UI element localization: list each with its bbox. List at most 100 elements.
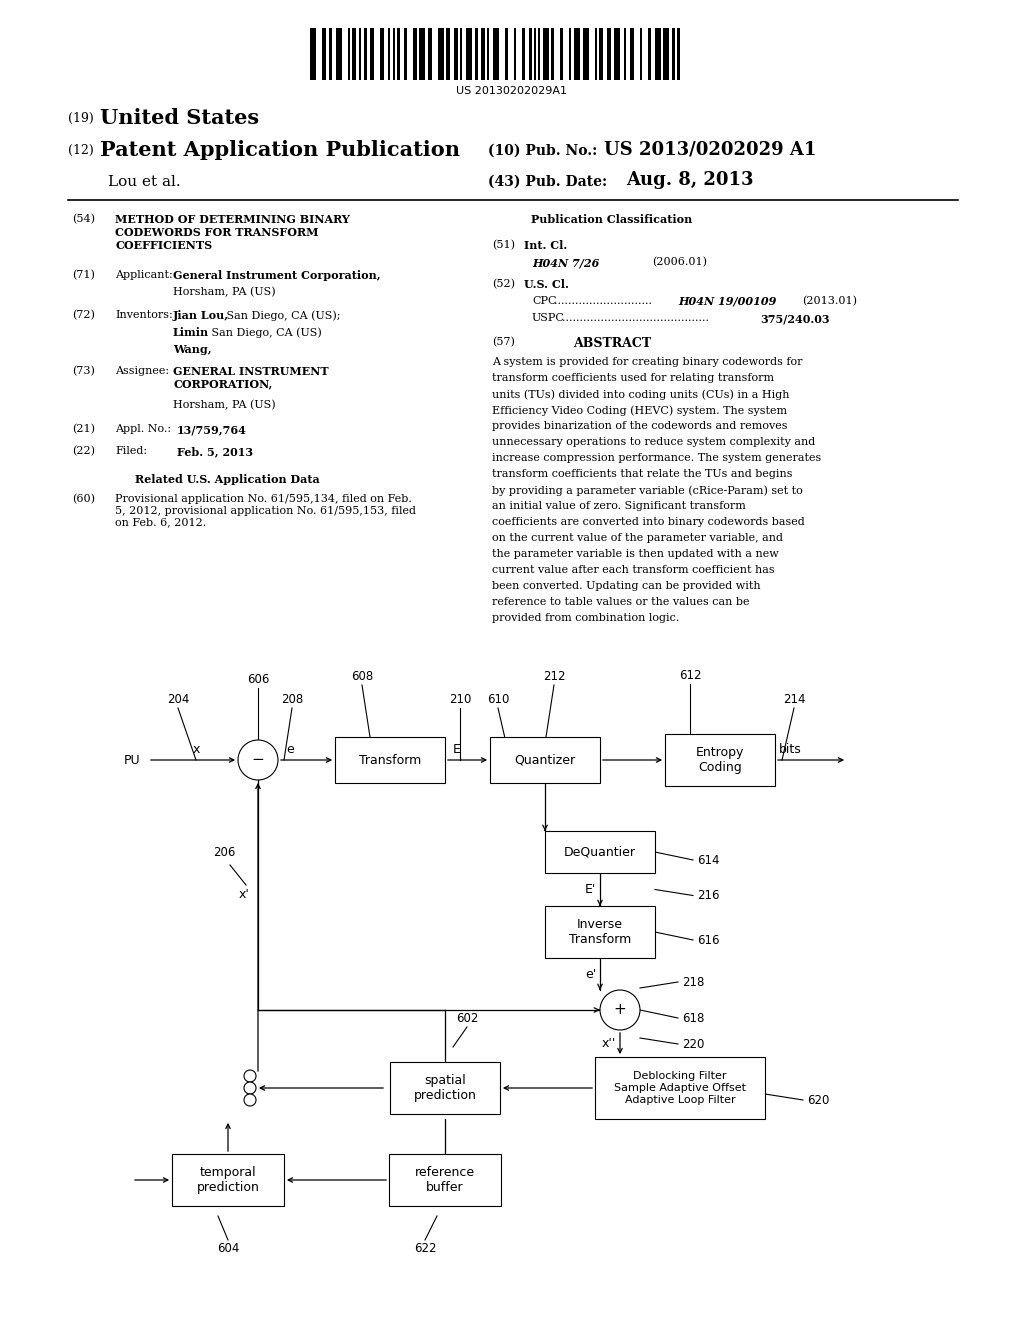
Text: 616: 616 (697, 933, 720, 946)
Bar (665, 734, 775, 785)
Circle shape (238, 741, 278, 780)
Text: (2013.01): (2013.01) (802, 296, 857, 306)
Bar (543, 28, 549, 81)
Text: Aug. 8, 2013: Aug. 8, 2013 (626, 172, 754, 189)
Text: Int. Cl.: Int. Cl. (524, 240, 567, 251)
Bar (545, 906, 655, 958)
Bar (404, 28, 407, 81)
Bar (614, 28, 620, 81)
Text: Assignee:: Assignee: (115, 366, 169, 376)
Bar (310, 28, 316, 81)
Text: x': x' (240, 888, 250, 902)
Text: transform coefficients used for relating transform: transform coefficients used for relating… (492, 374, 774, 383)
Text: Patent Application Publication: Patent Application Publication (100, 140, 460, 160)
Text: 614: 614 (697, 854, 720, 866)
Text: coefficients are converted into binary codewords based: coefficients are converted into binary c… (492, 517, 805, 527)
Text: (12): (12) (68, 144, 94, 157)
Bar (393, 28, 395, 81)
Bar (490, 737, 600, 783)
Text: Related U.S. Application Data: Related U.S. Application Data (135, 474, 319, 484)
Bar (481, 28, 485, 81)
Text: Jian Lou,: Jian Lou, (173, 310, 229, 321)
Text: (2006.01): (2006.01) (652, 257, 707, 268)
Text: Publication Classification: Publication Classification (531, 214, 692, 224)
Text: ABSTRACT: ABSTRACT (573, 337, 651, 350)
Bar (388, 28, 390, 81)
Text: (51): (51) (492, 240, 515, 251)
Bar (505, 28, 508, 81)
Bar (607, 28, 611, 81)
Bar (599, 28, 603, 81)
Text: 218: 218 (682, 975, 705, 989)
Bar (551, 28, 554, 81)
Bar (413, 28, 417, 81)
Bar (534, 28, 536, 81)
Text: US 20130202029A1: US 20130202029A1 (457, 86, 567, 96)
Text: the parameter variable is then updated with a new: the parameter variable is then updated w… (492, 549, 778, 558)
Text: Horsham, PA (US): Horsham, PA (US) (173, 286, 275, 297)
Bar (672, 28, 675, 81)
Bar (446, 28, 450, 81)
Bar (595, 28, 597, 81)
Bar (595, 1057, 765, 1119)
Text: METHOD OF DETERMINING BINARY
CODEWORDS FOR TRANSFORM
COEFFICIENTS: METHOD OF DETERMINING BINARY CODEWORDS F… (115, 214, 350, 251)
Text: (57): (57) (492, 337, 515, 347)
Text: (22): (22) (72, 446, 95, 457)
Bar (352, 28, 356, 81)
Text: (19): (19) (68, 112, 94, 125)
Bar (329, 28, 332, 81)
Text: on the current value of the parameter variable, and: on the current value of the parameter va… (492, 533, 783, 543)
Circle shape (244, 1094, 256, 1106)
Bar (348, 28, 350, 81)
Text: 220: 220 (682, 1038, 705, 1051)
Circle shape (244, 1082, 256, 1094)
Text: 608: 608 (351, 671, 373, 682)
Text: Inventors:: Inventors: (115, 310, 173, 319)
Text: (10) Pub. No.:: (10) Pub. No.: (488, 144, 597, 158)
Text: an initial value of zero. Significant transform: an initial value of zero. Significant tr… (492, 502, 745, 511)
Circle shape (600, 990, 640, 1030)
Bar (514, 28, 516, 81)
Text: 208: 208 (281, 693, 303, 706)
Text: Efficiency Video Coding (HEVC) system. The system: Efficiency Video Coding (HEVC) system. T… (492, 405, 787, 416)
Bar (648, 28, 651, 81)
Text: Quantizer: Quantizer (514, 754, 575, 767)
Bar (359, 28, 361, 81)
Text: increase compression performance. The system generates: increase compression performance. The sy… (492, 453, 821, 463)
Bar (336, 28, 342, 81)
Text: 212: 212 (543, 671, 565, 682)
Text: 206: 206 (213, 846, 236, 859)
Text: 375/240.03: 375/240.03 (760, 313, 829, 323)
Text: 604: 604 (217, 1242, 240, 1255)
Text: temporal
prediction: temporal prediction (197, 1166, 259, 1195)
Bar (538, 28, 540, 81)
Text: Entropy
Coding: Entropy Coding (696, 746, 744, 774)
Text: 214: 214 (782, 693, 805, 706)
Bar (370, 28, 374, 81)
Text: A system is provided for creating binary codewords for: A system is provided for creating binary… (492, 356, 803, 367)
Text: Lou et al.: Lou et al. (108, 176, 180, 189)
Text: Transform: Transform (358, 754, 421, 767)
Text: x'': x'' (602, 1038, 616, 1049)
Text: 618: 618 (682, 1011, 705, 1024)
Text: 622: 622 (414, 1242, 436, 1255)
Text: 620: 620 (807, 1093, 829, 1106)
Bar (397, 28, 400, 81)
Text: United States: United States (100, 108, 259, 128)
Text: transform coefficients that relate the TUs and begins: transform coefficients that relate the T… (492, 469, 793, 479)
Bar (545, 832, 655, 873)
Bar (389, 1154, 501, 1206)
Bar (560, 28, 563, 81)
Bar (574, 28, 580, 81)
Text: by providing a parameter variable (cRice-Param) set to: by providing a parameter variable (cRice… (492, 484, 803, 495)
Text: (43) Pub. Date:: (43) Pub. Date: (488, 176, 607, 189)
Text: Deblocking Filter
Sample Adaptive Offset
Adaptive Loop Filter: Deblocking Filter Sample Adaptive Offset… (614, 1072, 746, 1105)
Bar (663, 28, 669, 81)
Text: ............................: ............................ (554, 296, 652, 306)
Text: reference
buffer: reference buffer (415, 1166, 475, 1195)
Text: (52): (52) (492, 279, 515, 289)
Bar (172, 1154, 284, 1206)
Bar (475, 28, 478, 81)
Text: current value after each transform coefficient has: current value after each transform coeff… (492, 565, 774, 576)
Text: (73): (73) (72, 366, 95, 376)
